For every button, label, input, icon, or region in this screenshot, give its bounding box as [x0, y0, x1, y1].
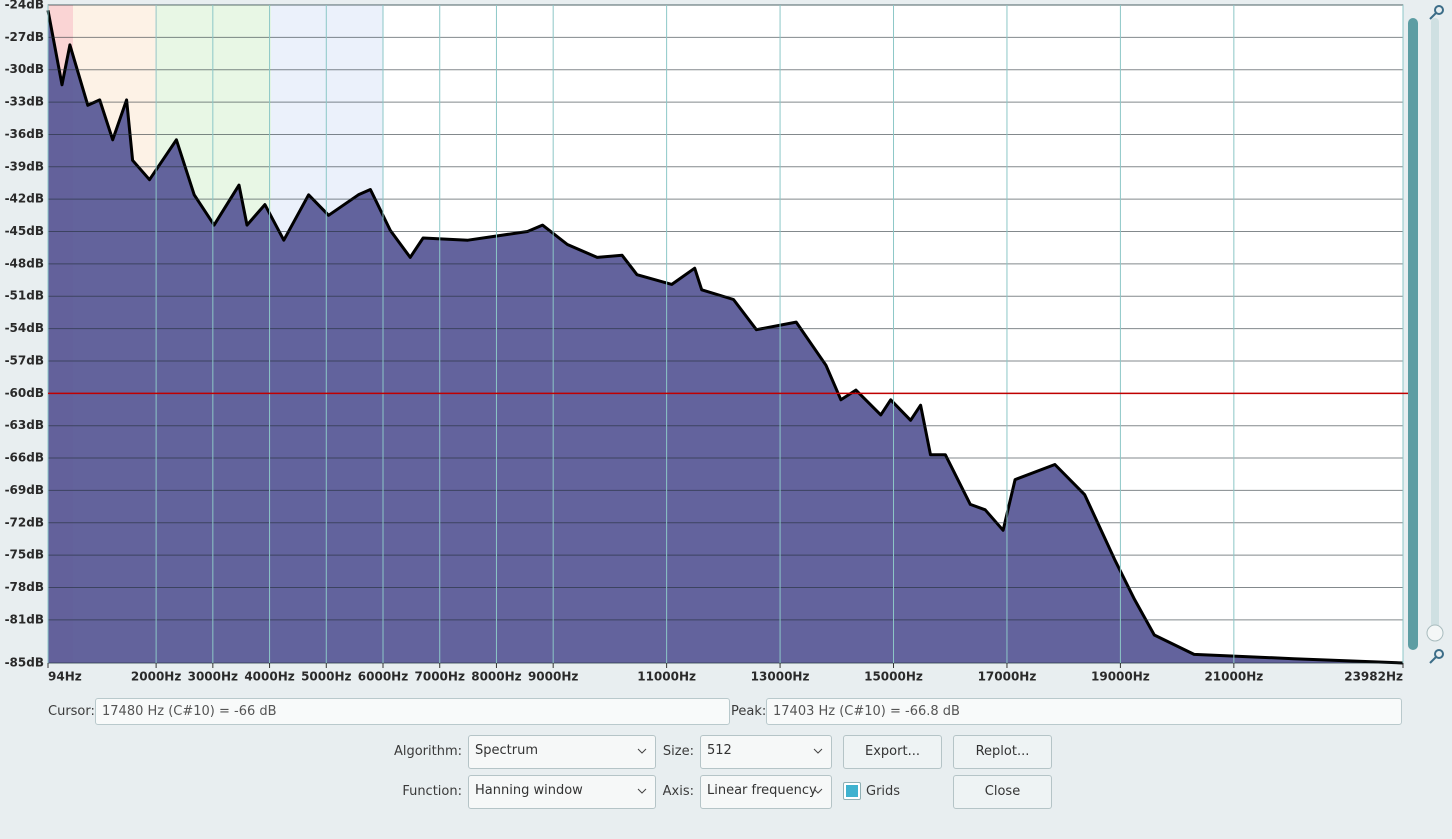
y-tick-label: -39dB: [5, 159, 44, 173]
x-tick-label: 6000Hz: [358, 670, 408, 684]
peak-field: 17403 Hz (C#10) = -66.8 dB: [766, 698, 1402, 725]
y-tick-label: -36dB: [5, 127, 44, 141]
y-tick-label: -51dB: [5, 289, 44, 303]
chevron: [637, 748, 647, 754]
algorithm-select[interactable]: Spectrum: [468, 735, 656, 769]
y-tick-label: -85dB: [5, 656, 44, 670]
replot-button[interactable]: Replot...: [953, 735, 1052, 769]
y-tick-label: -27dB: [5, 30, 44, 44]
y-tick-label: -24dB: [5, 0, 44, 12]
x-tick-label: 9000Hz: [528, 670, 578, 684]
x-tick-label: 21000Hz: [1204, 670, 1263, 684]
y-tick-label: -42dB: [5, 192, 44, 206]
axis-value: Linear frequency: [707, 783, 817, 798]
export-button[interactable]: Export...: [843, 735, 942, 769]
x-tick-label: 17000Hz: [978, 670, 1037, 684]
zoom-in-icon[interactable]: [1434, 5, 1444, 15]
x-tick-label: 23982Hz: [1344, 670, 1403, 684]
x-tick-label: 94Hz: [48, 670, 82, 684]
zoom-out-icon: [1429, 656, 1437, 664]
y-tick-label: -48dB: [5, 256, 44, 270]
y-tick-label: -60dB: [5, 386, 44, 400]
zoom-out-icon[interactable]: [1434, 649, 1444, 659]
size-value: 512: [707, 743, 732, 758]
y-tick-label: -54dB: [5, 321, 44, 335]
checkbox-check: [846, 785, 858, 797]
grids-checkbox[interactable]: [843, 782, 861, 800]
x-tick-label: 4000Hz: [244, 670, 294, 684]
y-tick-label: -78dB: [5, 580, 44, 594]
algorithm-value: Spectrum: [475, 743, 538, 758]
y-tick-label: -45dB: [5, 224, 44, 238]
close-button[interactable]: Close: [953, 775, 1052, 809]
x-tick-label: 5000Hz: [301, 670, 351, 684]
x-tick-label: 8000Hz: [471, 670, 521, 684]
cursor-label: Cursor:: [48, 704, 95, 719]
axis-label: Axis:: [662, 784, 694, 799]
spectrum-area: [48, 10, 1403, 663]
zoom-track[interactable]: [1431, 18, 1439, 628]
y-tick-label: -72dB: [5, 515, 44, 529]
x-tick-label: 19000Hz: [1091, 670, 1150, 684]
size-label: Size:: [662, 744, 694, 759]
y-tick-label: -81dB: [5, 612, 44, 626]
scrollbar[interactable]: [1408, 5, 1444, 664]
chevron: [813, 788, 823, 794]
y-tick-label: -57dB: [5, 353, 44, 367]
y-tick-label: -66dB: [5, 451, 44, 465]
x-tick-label: 2000Hz: [131, 670, 181, 684]
spectrum-plot: -24dB -27dB -30dB -33dB -36dB -39dB -42dB -45dB…: [5, 0, 1444, 684]
zoom-in-icon: [1429, 12, 1437, 20]
grids-label[interactable]: Grids: [866, 784, 901, 799]
scroll-thumb[interactable]: [1408, 18, 1418, 650]
x-tick-label: 7000Hz: [415, 670, 465, 684]
x-tick-label: 15000Hz: [864, 670, 923, 684]
y-tick-label: -30dB: [5, 62, 44, 76]
x-tick-label: 13000Hz: [751, 670, 810, 684]
zoom-handle[interactable]: [1426, 624, 1444, 642]
y-tick-label: -63dB: [5, 418, 44, 432]
peak-label: Peak:: [731, 704, 767, 719]
cursor-field: 17480 Hz (C#10) = -66 dB: [95, 698, 730, 725]
y-tick-label: -33dB: [5, 95, 44, 109]
algorithm-label: Algorithm:: [393, 744, 462, 759]
x-tick-label: 3000Hz: [188, 670, 238, 684]
function-label: Function:: [402, 784, 462, 799]
y-tick-label: -69dB: [5, 483, 44, 497]
x-tick-label: 11000Hz: [637, 670, 696, 684]
function-value: Hanning window: [475, 783, 583, 798]
chevron: [637, 788, 647, 794]
size-select[interactable]: 512: [700, 735, 832, 769]
function-select[interactable]: Hanning window: [468, 775, 656, 809]
spectrum-line: [46, 10, 1404, 665]
chevron: [813, 748, 823, 754]
axis-select[interactable]: Linear frequency: [700, 775, 832, 809]
y-tick-label: -75dB: [5, 548, 44, 562]
